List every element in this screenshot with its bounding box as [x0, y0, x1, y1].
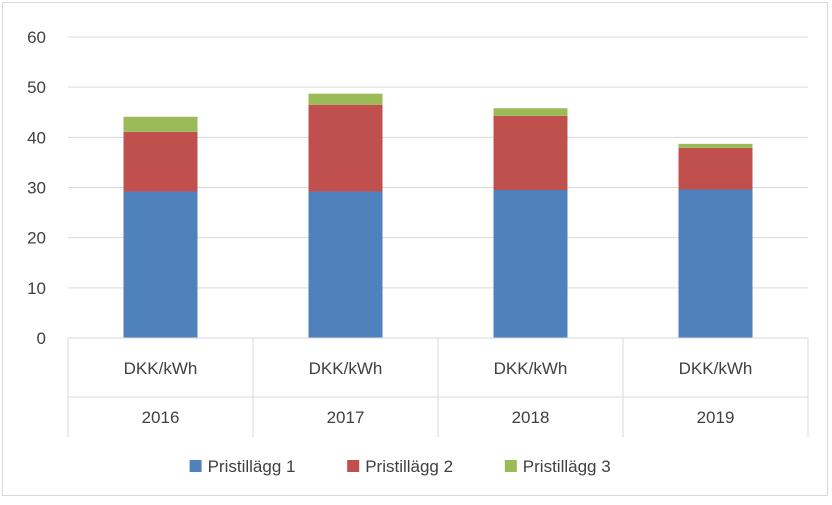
x-group-label: 2017 — [327, 408, 365, 427]
bar-segment-3 — [308, 93, 383, 105]
x-group-label: 2016 — [142, 408, 180, 427]
y-tick-label: 10 — [27, 279, 46, 298]
legend-item-2: Pristillägg 2 — [347, 457, 453, 476]
legend: Pristillägg 1 Pristillägg 2 Pristillägg 3 — [189, 457, 611, 476]
bar-segment-2 — [123, 131, 198, 192]
bar-segment-2 — [308, 104, 383, 192]
x-group-label: 2018 — [512, 408, 550, 427]
legend-swatch — [347, 460, 360, 472]
y-tick-label: 60 — [27, 28, 46, 47]
bar-segment-3 — [678, 143, 753, 148]
axes: 0 10 20 30 40 50 60 DKK/kWh 2016 DKK/kWh 2017 DKK/k… — [27, 28, 809, 437]
bars — [123, 93, 753, 338]
legend-swatch — [189, 460, 202, 472]
bar-segment-3 — [493, 108, 568, 116]
y-tick-label: 0 — [37, 329, 46, 348]
bar-segment-2 — [493, 115, 568, 191]
x-category-label: DKK/kWh — [494, 359, 568, 378]
bar-segment-2 — [678, 147, 753, 190]
bar-segment-1 — [678, 189, 753, 338]
legend-item-1: Pristillägg 1 — [189, 457, 296, 476]
x-group-label: 2019 — [697, 408, 735, 427]
y-tick-label: 40 — [27, 128, 46, 147]
y-tick-label: 50 — [27, 78, 46, 97]
legend-label: Pristillägg 3 — [523, 457, 611, 476]
bar-segment-1 — [308, 191, 383, 338]
y-tick-label: 30 — [27, 179, 46, 198]
x-category-label: DKK/kWh — [309, 359, 383, 378]
bar-segment-3 — [123, 116, 198, 132]
legend-swatch — [504, 460, 517, 472]
legend-item-3: Pristillägg 3 — [504, 457, 611, 476]
x-category-label: DKK/kWh — [124, 359, 198, 378]
legend-label: Pristillägg 1 — [208, 457, 296, 476]
bar-segment-1 — [493, 190, 568, 338]
chart-frame — [2, 2, 828, 496]
bar-segment-1 — [123, 191, 198, 338]
y-tick-label: 20 — [27, 229, 46, 248]
legend-label: Pristillägg 2 — [365, 457, 453, 476]
x-category-label: DKK/kWh — [679, 359, 753, 378]
